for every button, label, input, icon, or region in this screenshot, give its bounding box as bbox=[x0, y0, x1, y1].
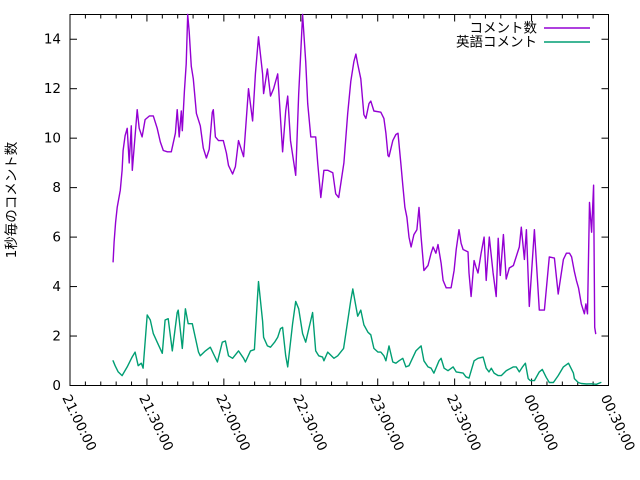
x-tick-label: 00:30:00 bbox=[597, 392, 638, 454]
y-tick-label: 10 bbox=[44, 131, 61, 147]
y-tick-label: 4 bbox=[52, 279, 61, 295]
series-line-comment-count bbox=[112, 13, 597, 335]
x-tick-label: 22:00:00 bbox=[212, 392, 253, 454]
x-tick-label: 22:30:00 bbox=[289, 392, 330, 454]
y-tick-label: 0 bbox=[52, 378, 61, 394]
x-tick-label: 21:30:00 bbox=[135, 392, 176, 454]
x-tick-label: 23:00:00 bbox=[366, 392, 407, 454]
x-tick-label: 00:00:00 bbox=[520, 392, 561, 454]
y-axis: 0 2 4 6 8 10 12 14 bbox=[44, 32, 609, 394]
y-axis-title: 1秒毎のコメント数 bbox=[4, 141, 20, 258]
series-line-english-comments bbox=[112, 280, 602, 385]
plot-border bbox=[69, 14, 609, 386]
legend-label: コメント数 bbox=[470, 21, 538, 37]
x-minor-ticks bbox=[84, 14, 594, 386]
x-tick-label: 23:30:00 bbox=[443, 392, 484, 454]
x-tick-label: 21:00:00 bbox=[58, 392, 99, 454]
y-tick-label: 12 bbox=[44, 81, 61, 97]
y-tick-label: 2 bbox=[52, 329, 61, 345]
y-tick-label: 6 bbox=[52, 230, 61, 246]
legend-label: 英語コメント bbox=[456, 34, 537, 51]
y-tick-label: 8 bbox=[52, 180, 61, 196]
y-tick-label: 14 bbox=[44, 32, 61, 48]
x-axis: 21:00:00 21:30:00 22:00:00 22:30:00 23:00:00… bbox=[58, 14, 638, 454]
